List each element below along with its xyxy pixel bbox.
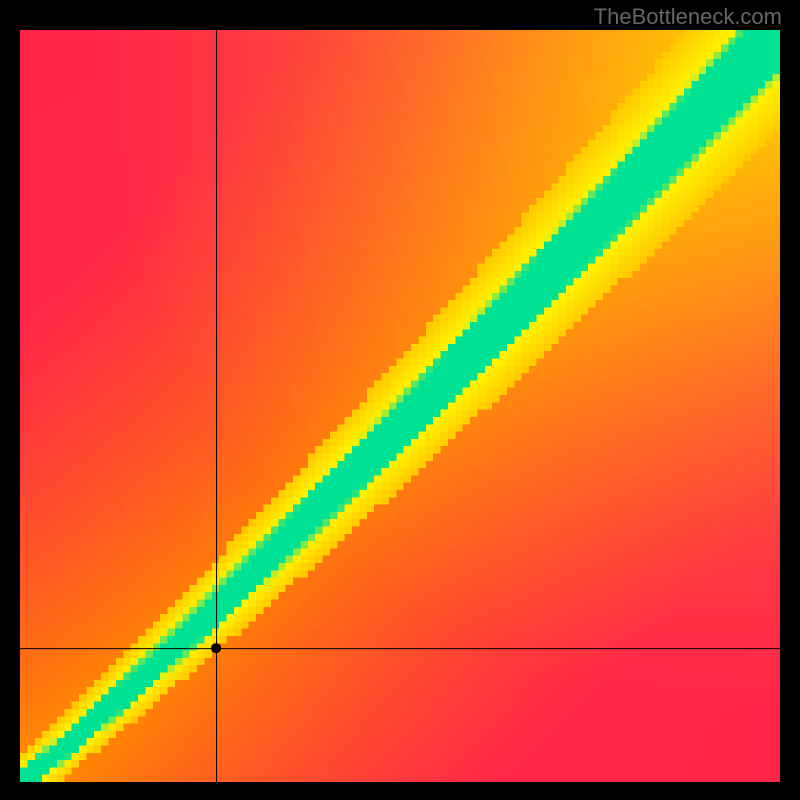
chart-container: TheBottleneck.com: [0, 0, 800, 800]
heatmap-plot: [20, 30, 780, 782]
watermark-text: TheBottleneck.com: [594, 4, 782, 30]
crosshair-overlay: [20, 30, 780, 782]
